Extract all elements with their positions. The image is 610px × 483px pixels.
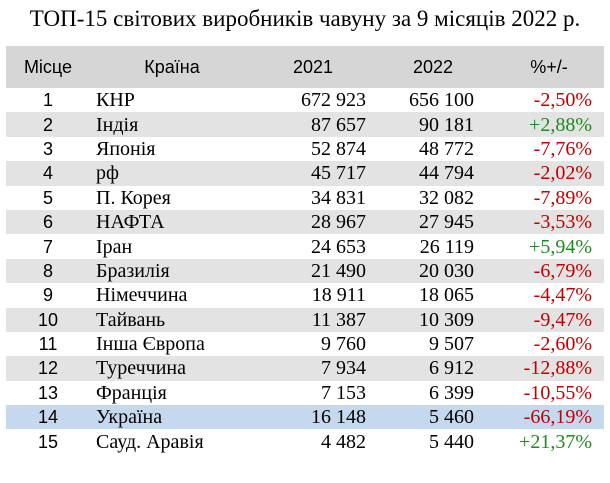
country-cell: НАФТА (96, 211, 165, 234)
table-row: 5 П. Корея 34 831 32 082 -7,89% (6, 186, 604, 210)
value-2022-cell: 48 772 (419, 137, 474, 160)
value-2021-cell: 21 490 (311, 259, 366, 282)
country-cell: Франція (96, 381, 167, 404)
header-rank: Місце (23, 56, 73, 77)
value-2021-cell: 24 653 (311, 235, 366, 258)
value-2021-cell: 11 387 (311, 308, 366, 331)
value-2022-cell: 90 181 (419, 113, 474, 136)
value-2021-cell: 18 911 (311, 284, 366, 307)
change-cell: -10,55% (523, 381, 592, 404)
value-2022-cell: 5 460 (429, 406, 474, 429)
value-2022-cell: 18 065 (419, 284, 474, 307)
table-row: 2 Індія 87 657 90 181 +2,88% (6, 112, 604, 137)
table-row: 8 Бразилія 21 490 20 030 -6,79% (6, 258, 604, 284)
country-cell: Іран (96, 235, 133, 258)
value-2022-cell: 6 912 (429, 357, 474, 380)
header-2022: 2022 (412, 56, 454, 77)
header-2021: 2021 (292, 56, 334, 77)
change-cell: -6,79% (533, 259, 592, 282)
change-cell: -9,47% (533, 308, 592, 331)
rank-cell: 2 (42, 114, 53, 135)
value-2022-cell: 9 507 (429, 333, 474, 356)
change-cell: -12,88% (523, 357, 592, 380)
table-row: 10 Тайвань 11 387 10 309 -9,47% (6, 307, 604, 332)
table-row: 15 Сауд. Аравія 4 482 5 440 +21,37% (6, 429, 604, 453)
table-row: 3 Японія 52 874 48 772 -7,76% (6, 137, 604, 161)
rank-cell: 8 (42, 260, 53, 281)
value-2021-cell: 7 934 (321, 357, 366, 380)
table-row: 9 Німеччина 18 911 18 065 -4,47% (6, 283, 604, 307)
change-cell: -3,53% (533, 211, 592, 234)
country-cell: Інша Європа (96, 333, 205, 356)
rank-cell: 12 (37, 358, 59, 379)
change-cell: -2,60% (533, 333, 592, 356)
value-2021-cell: 672 923 (301, 89, 366, 112)
value-2022-cell: 656 100 (409, 89, 474, 112)
country-cell: Індія (96, 113, 139, 136)
value-2022-cell: 5 440 (429, 430, 474, 453)
table-row: 4 рф 45 717 44 794 -2,02% (6, 161, 604, 186)
value-2021-cell: 9 760 (321, 333, 366, 356)
table-row: 14 Україна 16 148 5 460 -66,19% (6, 405, 604, 430)
value-2021-cell: 4 482 (321, 430, 366, 453)
table-row: 13 Франція 7 153 6 399 -10,55% (6, 381, 604, 405)
value-2022-cell: 10 309 (419, 308, 474, 331)
page-title: ТОП-15 світових виробників чавуну за 9 м… (29, 6, 581, 31)
change-cell: -2,02% (533, 162, 592, 185)
value-2022-cell: 32 082 (419, 186, 474, 209)
rank-cell: 13 (37, 382, 59, 403)
rank-cell: 14 (37, 407, 59, 428)
producers-table: Місце Країна 2021 2022 %+/- 1 КНР 672 923 6… (6, 46, 604, 454)
country-cell: Сауд. Аравія (96, 430, 204, 453)
rank-cell: 4 (42, 163, 53, 184)
rank-cell: 3 (42, 138, 53, 159)
table-body: 1 КНР 672 923 656 100 -2,50% 2 Індія 87 657 90 1… (6, 88, 604, 454)
table-row: 1 КНР 672 923 656 100 -2,50% (6, 88, 604, 112)
value-2021-cell: 34 831 (311, 186, 366, 209)
change-cell: -4,47% (533, 284, 592, 307)
change-cell: -7,76% (533, 137, 592, 160)
value-2021-cell: 45 717 (311, 162, 366, 185)
country-cell: Німеччина (96, 284, 188, 307)
header-change: %+/- (530, 56, 568, 77)
rank-cell: 11 (38, 334, 58, 355)
country-cell: Туреччина (96, 357, 186, 380)
country-cell: КНР (96, 89, 135, 112)
country-cell: Японія (96, 137, 156, 160)
country-cell: рф (96, 162, 119, 185)
country-cell: Україна (96, 406, 163, 429)
value-2022-cell: 20 030 (419, 259, 474, 282)
change-cell: +21,37% (519, 430, 592, 453)
value-2021-cell: 52 874 (311, 137, 366, 160)
change-cell: -66,19% (523, 406, 592, 429)
rank-cell: 6 (42, 212, 53, 233)
table-row: 11 Інша Європа 9 760 9 507 -2,60% (6, 332, 604, 356)
rank-cell: 9 (42, 285, 53, 306)
value-2021-cell: 28 967 (311, 211, 366, 234)
value-2022-cell: 26 119 (419, 235, 474, 258)
table-header-row: Місце Країна 2021 2022 %+/- (6, 46, 604, 88)
value-2021-cell: 87 657 (311, 113, 366, 136)
header-country: Країна (144, 56, 200, 77)
value-2022-cell: 44 794 (419, 162, 474, 185)
change-cell: +5,94% (529, 235, 592, 258)
change-cell: -7,89% (533, 186, 592, 209)
rank-cell: 10 (37, 309, 59, 330)
table-row: 7 Іран 24 653 26 119 +5,94% (6, 234, 604, 258)
value-2022-cell: 6 399 (429, 381, 474, 404)
change-cell: +2,88% (529, 113, 592, 136)
rank-cell: 7 (42, 236, 53, 257)
value-2022-cell: 27 945 (419, 211, 474, 234)
table-row: 6 НАФТА 28 967 27 945 -3,53% (6, 209, 604, 235)
change-cell: -2,50% (533, 89, 592, 112)
value-2021-cell: 16 148 (311, 406, 366, 429)
rank-cell: 5 (42, 187, 53, 208)
country-cell: Бразилія (96, 259, 170, 282)
rank-cell: 1 (42, 90, 53, 111)
value-2021-cell: 7 153 (321, 381, 366, 404)
table-row: 12 Туреччина 7 934 6 912 -12,88% (6, 356, 604, 381)
rank-cell: 15 (37, 431, 59, 452)
country-cell: Тайвань (96, 308, 166, 331)
country-cell: П. Корея (96, 186, 171, 209)
